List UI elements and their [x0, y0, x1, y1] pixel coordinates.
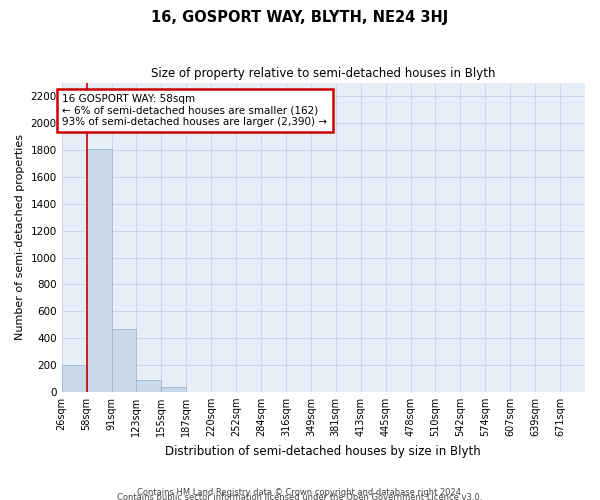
- Y-axis label: Number of semi-detached properties: Number of semi-detached properties: [15, 134, 25, 340]
- Bar: [62, 366, 86, 392]
- Bar: [136, 380, 161, 392]
- Text: 16 GOSPORT WAY: 58sqm
← 6% of semi-detached houses are smaller (162)
93% of semi: 16 GOSPORT WAY: 58sqm ← 6% of semi-detac…: [62, 94, 328, 127]
- Title: Size of property relative to semi-detached houses in Blyth: Size of property relative to semi-detach…: [151, 68, 496, 80]
- Bar: [161, 386, 186, 392]
- Text: Contains HM Land Registry data © Crown copyright and database right 2024.: Contains HM Land Registry data © Crown c…: [137, 488, 463, 497]
- Text: 16, GOSPORT WAY, BLYTH, NE24 3HJ: 16, GOSPORT WAY, BLYTH, NE24 3HJ: [151, 10, 449, 25]
- Bar: [112, 328, 136, 392]
- Bar: [86, 149, 112, 392]
- X-axis label: Distribution of semi-detached houses by size in Blyth: Distribution of semi-detached houses by …: [166, 444, 481, 458]
- Text: Contains public sector information licensed under the Open Government Licence v3: Contains public sector information licen…: [118, 492, 482, 500]
